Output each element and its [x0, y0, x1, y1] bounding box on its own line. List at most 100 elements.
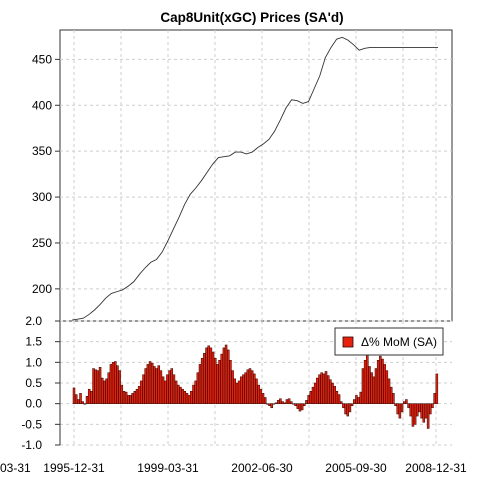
change-bar	[433, 393, 436, 404]
change-bar	[307, 395, 310, 404]
x-tick-label: 1999-03-31	[137, 461, 199, 475]
change-bar	[227, 349, 230, 404]
change-bar	[103, 380, 106, 404]
change-bar	[316, 377, 319, 404]
change-bar	[190, 391, 193, 404]
change-bar	[320, 372, 323, 404]
change-bar	[290, 401, 293, 404]
change-bar	[218, 360, 221, 404]
change-bar	[94, 369, 97, 404]
change-bar	[200, 357, 204, 404]
change-bar	[233, 378, 237, 404]
change-bar	[140, 380, 143, 404]
change-y-tick-label: -0.5	[21, 417, 42, 431]
price-plot-frame	[59, 29, 453, 322]
change-bar	[135, 388, 139, 404]
price-y-axis: 200 250 300 350 400 450	[32, 52, 60, 296]
change-bar	[272, 403, 276, 405]
change-bar	[366, 351, 369, 404]
change-bar	[318, 374, 321, 404]
change-bar	[279, 398, 282, 404]
change-bar	[413, 403, 417, 425]
change-bar	[211, 351, 215, 404]
change-bar	[148, 361, 152, 404]
change-bar	[418, 403, 421, 413]
change-bar	[207, 345, 210, 404]
change-bar	[187, 395, 191, 404]
change-bars	[72, 344, 439, 429]
change-bar	[335, 391, 339, 404]
change-bar	[183, 391, 187, 404]
change-bar	[324, 371, 328, 404]
x-tick-label: 1995-12-31	[43, 461, 105, 475]
change-bar	[426, 403, 430, 429]
change-bar	[361, 368, 365, 404]
change-bar	[313, 382, 317, 404]
change-bar	[137, 386, 141, 404]
change-bar	[344, 403, 347, 415]
change-bar	[77, 399, 80, 404]
change-bar	[402, 401, 406, 404]
change-bar	[348, 403, 352, 413]
change-y-tick-label: 1.5	[25, 335, 42, 349]
change-bar	[342, 403, 345, 409]
change-bar	[420, 403, 423, 419]
change-bar	[185, 393, 189, 404]
change-bar	[250, 370, 254, 404]
change-bar	[144, 368, 147, 404]
change-bar	[81, 401, 84, 404]
change-bar	[129, 395, 132, 404]
change-bar	[383, 364, 386, 404]
price-y-tick-label: 350	[32, 144, 52, 158]
change-bar	[168, 370, 171, 404]
x-tick-label: 2008-12-31	[405, 461, 467, 475]
date-x-axis: 1995-12-31 1999-03-31 2002-06-30 2005-09-30…	[0, 461, 467, 475]
change-bar	[161, 376, 165, 404]
change-bar	[118, 370, 121, 404]
change-bar	[333, 386, 336, 404]
change-bar	[359, 391, 363, 404]
change-bar	[329, 379, 332, 404]
change-bar	[124, 391, 128, 404]
change-bar	[398, 403, 402, 419]
change-bar	[235, 382, 239, 404]
change-bar	[400, 403, 404, 413]
change-bar	[224, 344, 228, 404]
change-bar	[198, 364, 202, 404]
change-bar	[114, 361, 117, 404]
change-y-axis: 2.0 1.5 1.0 0.5 0.0 -0.5 -1.0	[21, 314, 60, 452]
chart-title: Cap8Unit(xGC) Prices (SA'd)	[160, 10, 343, 25]
change-bar	[116, 365, 119, 404]
price-y-tick-label: 250	[32, 236, 52, 250]
change-bar	[394, 403, 397, 406]
change-y-tick-label: 1.0	[25, 355, 42, 369]
change-bar	[83, 403, 87, 405]
change-y-tick-label: 0.5	[25, 376, 42, 390]
change-bar	[283, 402, 286, 404]
change-bar	[305, 400, 308, 404]
change-bar	[311, 386, 315, 404]
change-bar	[416, 403, 419, 417]
change-bar	[411, 403, 415, 427]
change-bar	[381, 358, 384, 404]
change-bar	[259, 388, 263, 404]
change-bar	[431, 403, 434, 409]
change-bar	[240, 376, 243, 404]
change-bar	[166, 374, 169, 404]
change-bar	[92, 368, 95, 404]
change-bar	[242, 374, 245, 404]
change-bar	[111, 362, 115, 404]
change-bar	[164, 380, 167, 404]
change-bar	[181, 388, 184, 404]
change-bar	[216, 364, 219, 404]
change-bar	[357, 397, 360, 404]
change-bar	[281, 401, 284, 404]
change-bar	[253, 373, 256, 404]
change-bar	[435, 373, 439, 404]
change-bar	[296, 403, 300, 409]
change-bar	[105, 378, 108, 404]
change-bar	[146, 364, 150, 404]
change-bar	[339, 401, 343, 404]
change-bar	[407, 403, 410, 409]
change-bar	[276, 400, 280, 404]
